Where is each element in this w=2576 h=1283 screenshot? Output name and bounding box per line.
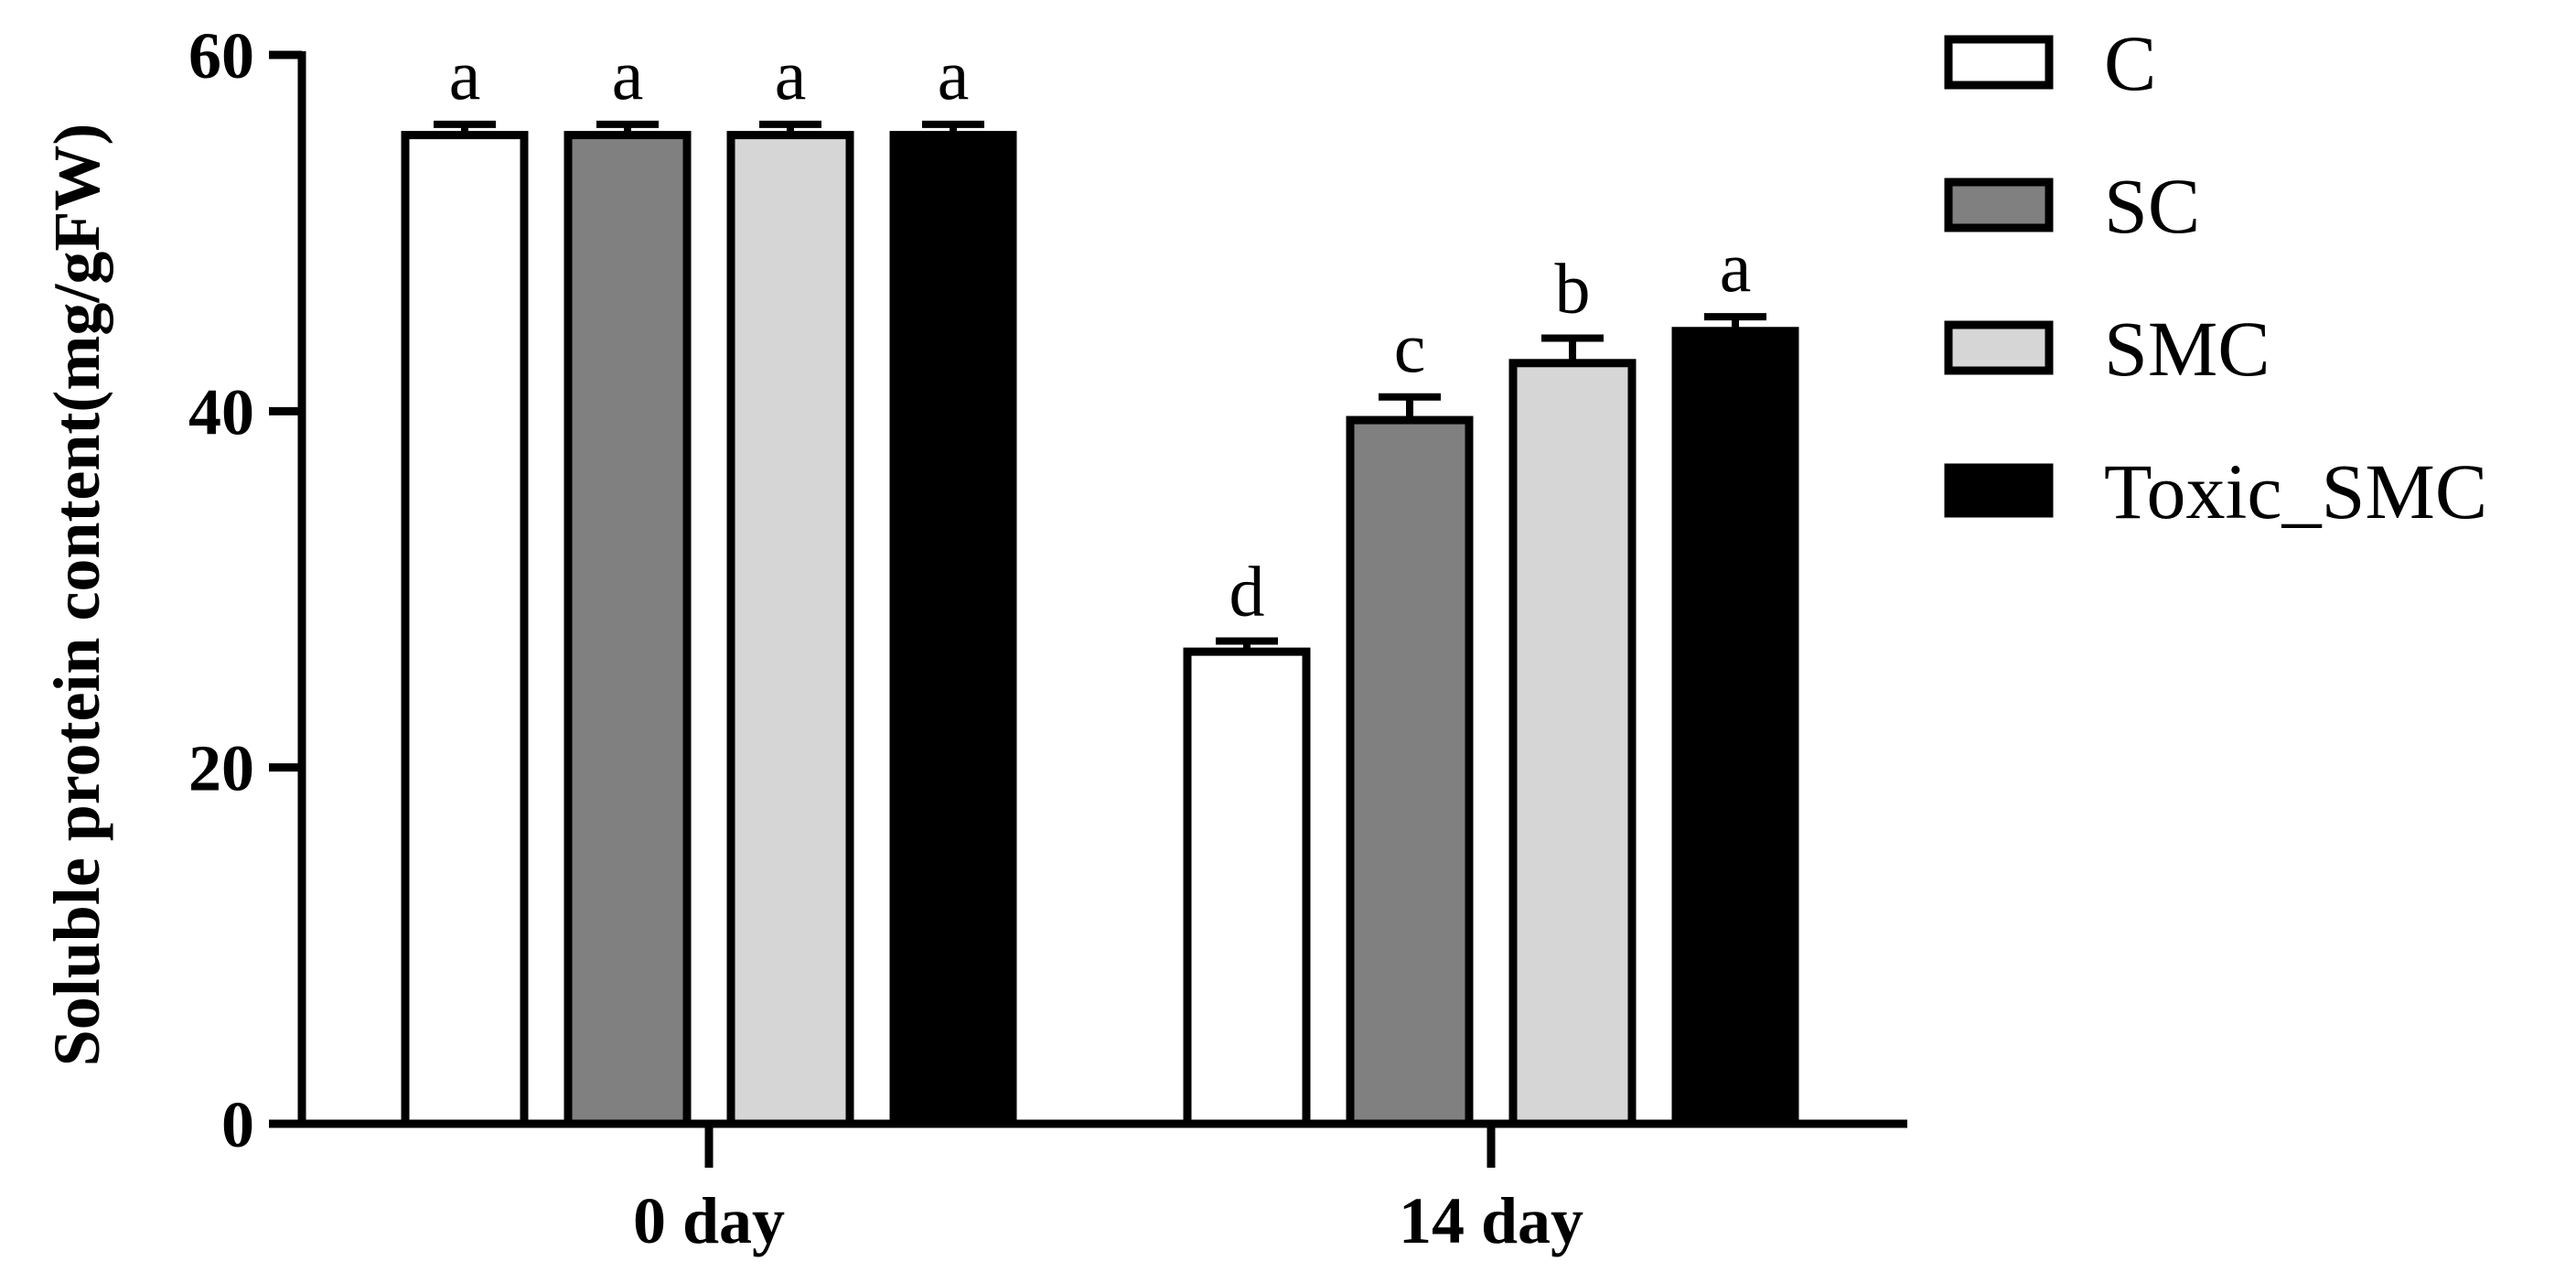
legend-swatch	[1944, 463, 2054, 518]
bar	[564, 131, 692, 1128]
y-tick-label: 20	[188, 732, 254, 805]
significance-label: a	[612, 35, 644, 114]
significance-label: b	[1555, 249, 1591, 329]
x-tick-label: 0 day	[633, 1184, 785, 1257]
bar	[1183, 647, 1311, 1128]
legend-swatch	[1944, 35, 2054, 90]
legend: C SC SMC Toxic_SMC	[1944, 19, 2487, 535]
significance-label: d	[1229, 551, 1265, 631]
x-tick-label: 14 day	[1399, 1184, 1583, 1257]
significance-label: a	[449, 35, 481, 114]
legend-label: Toxic_SMC	[2104, 447, 2487, 535]
y-tick-label: 40	[188, 375, 254, 448]
legend-swatch	[1944, 178, 2054, 232]
legend-swatch	[1944, 320, 2054, 375]
bar	[1346, 415, 1474, 1128]
labels-layer: a a a a d c b a	[449, 35, 1752, 631]
significance-label: a	[775, 35, 807, 114]
bar	[1508, 359, 1637, 1128]
legend-label: SMC	[2104, 305, 2270, 393]
y-axis-title: Soluble protein content(mg/gFW)	[40, 124, 113, 1067]
bars-layer	[401, 120, 1799, 1128]
bar	[1671, 327, 1799, 1128]
legend-label: C	[2104, 19, 2156, 107]
bar	[401, 131, 529, 1128]
bar	[726, 131, 854, 1128]
y-tick-label: 0	[221, 1088, 254, 1161]
significance-label: a	[938, 35, 970, 114]
significance-label: c	[1394, 307, 1426, 387]
bar	[889, 131, 1017, 1128]
y-tick-label: 60	[188, 19, 254, 92]
legend-label: SC	[2104, 162, 2200, 250]
significance-label: a	[1720, 227, 1752, 307]
